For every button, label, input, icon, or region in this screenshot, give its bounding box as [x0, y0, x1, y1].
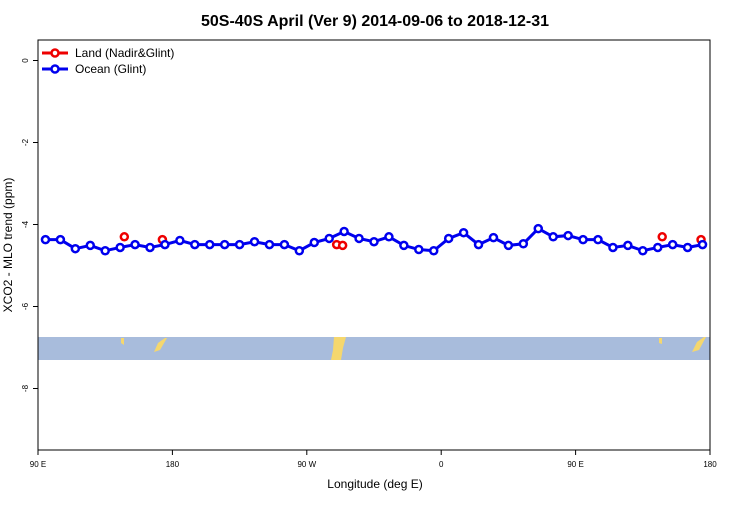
- land-blob: [659, 338, 662, 344]
- data-point: [234, 239, 245, 250]
- y-tick-label: -6: [21, 302, 30, 310]
- data-point: [578, 234, 588, 245]
- data-point: [503, 240, 514, 251]
- land-strip: [38, 337, 710, 360]
- data-point: [190, 239, 200, 250]
- x-tick-label: 180: [703, 460, 717, 469]
- data-point: [518, 239, 529, 249]
- land-blob: [154, 338, 167, 352]
- data-point: [548, 232, 558, 242]
- data-point: [85, 240, 96, 251]
- data-point: [309, 237, 320, 248]
- data-point: [175, 235, 185, 246]
- data-point: [119, 232, 130, 242]
- x-tick-label: 180: [166, 460, 180, 469]
- data-point: [682, 242, 693, 253]
- y-tick-label: -4: [21, 220, 30, 228]
- data-point: [593, 234, 603, 245]
- data-point: [667, 239, 678, 250]
- land-blob: [331, 337, 346, 360]
- ocean-strip: [38, 337, 710, 360]
- data-point: [337, 240, 348, 251]
- y-tick-label: 0: [21, 58, 30, 63]
- y-tick-label: -2: [21, 138, 30, 146]
- data-point: [279, 239, 290, 250]
- data-point: [219, 239, 230, 250]
- legend-marker: [50, 48, 60, 58]
- data-point: [160, 239, 170, 250]
- x-tick-label: 90 E: [567, 460, 583, 469]
- data-point: [130, 239, 140, 250]
- y-axis-label: XCO2 - MLO trend (ppm): [1, 178, 15, 313]
- data-point: [324, 233, 334, 244]
- x-tick-label: 0: [439, 460, 444, 469]
- data-point: [249, 236, 260, 247]
- x-axis-label: Longitude (deg E): [327, 477, 422, 491]
- data-point: [264, 239, 275, 250]
- data-point: [384, 232, 394, 242]
- data-point: [55, 234, 66, 245]
- data-point: [638, 245, 648, 256]
- data-point: [40, 234, 51, 245]
- data-point: [488, 232, 499, 243]
- chart-title: 50S-40S April (Ver 9) 2014-09-06 to 2018…: [201, 13, 549, 30]
- x-tick-label: 90 E: [30, 460, 46, 469]
- data-point: [623, 240, 633, 251]
- data-point: [697, 239, 708, 250]
- legend-label: Ocean (Glint): [75, 62, 146, 76]
- data-point: [115, 242, 125, 253]
- data-point: [354, 233, 364, 244]
- land-blob: [121, 338, 124, 345]
- y-tick-label: -8: [21, 384, 30, 392]
- data-point: [414, 244, 424, 255]
- data-point: [399, 240, 409, 251]
- data-point: [294, 245, 305, 256]
- data-point: [428, 245, 439, 256]
- data-point: [204, 239, 215, 250]
- data-point: [443, 233, 454, 244]
- plot-frame: [37, 39, 711, 451]
- land-blob: [692, 337, 706, 352]
- data-point: [339, 226, 349, 237]
- data-point: [70, 243, 81, 254]
- data-point: [145, 242, 155, 253]
- data-point: [657, 232, 667, 242]
- data-point: [563, 230, 573, 241]
- data-point: [473, 239, 484, 250]
- data-point: [608, 242, 618, 253]
- data-point: [369, 236, 379, 247]
- data-point: [100, 245, 110, 256]
- data-point: [533, 223, 544, 234]
- legend-marker: [50, 64, 60, 74]
- data-point: [652, 242, 663, 253]
- legend-label: Land (Nadir&Glint): [75, 46, 174, 60]
- x-tick-label: 90 W: [297, 460, 316, 469]
- data-point: [458, 227, 469, 238]
